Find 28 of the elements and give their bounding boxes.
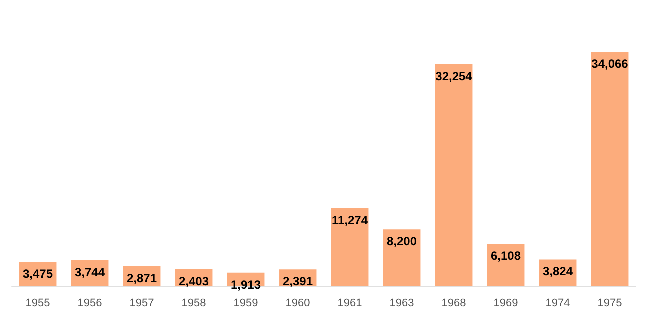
x-tick-label: 1956 <box>78 298 102 310</box>
data-label: 32,254 <box>436 69 473 84</box>
bar <box>383 230 421 286</box>
x-tick-label: 1963 <box>390 298 414 310</box>
data-label: 3,475 <box>22 267 54 282</box>
x-tick-label: 1958 <box>182 298 206 310</box>
data-label: 11,274 <box>332 214 368 228</box>
bar <box>331 208 369 286</box>
x-tick-label: 1974 <box>546 298 570 310</box>
x-tick-label: 1960 <box>286 298 310 310</box>
data-label: 34,066 <box>592 57 629 71</box>
x-tick-label: 1961 <box>338 298 362 310</box>
data-label: 6,108 <box>490 249 522 264</box>
data-label: 2,403 <box>178 274 210 288</box>
data-label: 3,744 <box>74 265 106 280</box>
x-tick-label: 1975 <box>598 298 622 310</box>
x-tick-label: 1959 <box>234 298 258 310</box>
x-tick-label: 1955 <box>26 298 50 310</box>
bar <box>591 52 629 286</box>
data-label: 2,391 <box>282 274 314 289</box>
data-label: 8,200 <box>386 234 418 249</box>
x-tick-label: 1957 <box>130 298 154 310</box>
data-label: 2,871 <box>126 271 158 286</box>
x-tick-label: 1968 <box>442 298 466 310</box>
x-tick-label: 1969 <box>494 298 518 310</box>
data-label: 1,913 <box>230 278 262 292</box>
bar <box>435 64 473 286</box>
data-label: 3,824 <box>542 264 574 279</box>
